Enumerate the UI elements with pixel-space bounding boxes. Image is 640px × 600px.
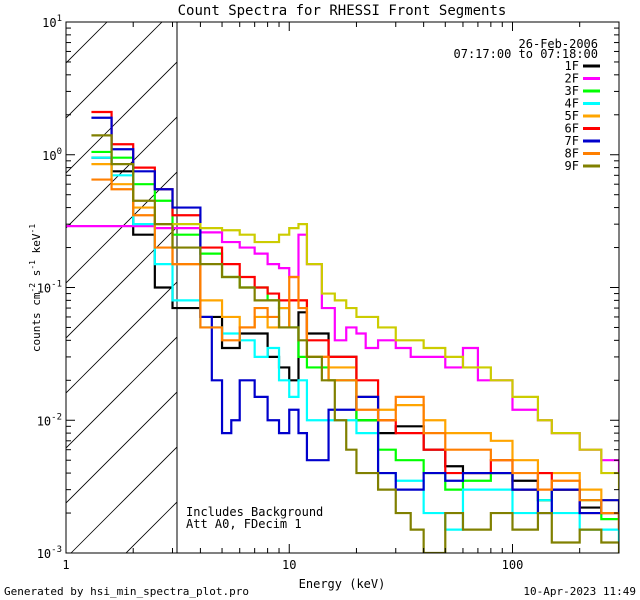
y-axis-label: counts cm-2 s-1 keV-1 (28, 224, 43, 352)
series-lines (66, 110, 619, 553)
hatch-line (291, 0, 640, 553)
legend-label-5F: 5F (565, 109, 579, 123)
hatch-line (125, 501, 177, 553)
hatch-line (346, 0, 640, 553)
series-line-4F (91, 156, 619, 543)
y-tick-label: 10-3 (37, 545, 62, 561)
series-line-8F (91, 178, 619, 530)
legend-label-3F: 3F (565, 84, 579, 98)
x-tick-label: 10 (282, 558, 296, 572)
excluded-region-hatch (0, 0, 640, 553)
series-line-1F (91, 156, 619, 520)
chart-title: Count Spectra for RHESSI Front Segments (178, 3, 507, 19)
y-tick-label: 10-1 (37, 280, 62, 296)
date-label: 26-Feb-2006 (519, 37, 598, 51)
series-line-extra-yellow (172, 223, 619, 490)
series-line-6F (91, 110, 619, 530)
hatch-line (456, 0, 640, 553)
hatch-line (66, 22, 163, 119)
hatch-line (0, 0, 121, 553)
legend-label-1F: 1F (565, 59, 579, 73)
series-line-3F (91, 150, 619, 543)
series-line-9F (91, 134, 619, 553)
y-tick-label: 101 (42, 14, 62, 30)
hatch-line (401, 0, 640, 553)
y-tick-label: 100 (42, 147, 62, 163)
x-tick-label: 100 (502, 558, 524, 572)
hatch-line (66, 171, 177, 284)
footer-generated-by: Generated by hsi_min_spectra_plot.pro (4, 585, 249, 598)
time-range-label: 07:17:00 to 07:18:00 (454, 47, 599, 61)
legend-label-8F: 8F (565, 147, 579, 161)
x-tick-label: 1 (62, 558, 69, 572)
legend-label-7F: 7F (565, 134, 579, 148)
annotation-background: Includes Background (186, 505, 323, 519)
legend-label-4F: 4F (565, 97, 579, 111)
y-tick-label: 10-2 (37, 412, 62, 428)
hatch-line (66, 336, 177, 449)
hatch-line (70, 446, 177, 553)
footer-timestamp: 10-Apr-2023 11:49 (523, 585, 636, 598)
legend-label-2F: 2F (565, 72, 579, 86)
x-axis-label: Energy (keV) (299, 577, 386, 591)
series-line-5F (91, 163, 619, 514)
legend-label-9F: 9F (565, 159, 579, 173)
x-axis-ticks: 1 10 100 (62, 22, 620, 572)
hatch-line (66, 391, 177, 504)
y-axis-ticks: 10-3 10-2 10-1 100 101 (37, 14, 619, 561)
annotation-attenuator: Att A0, FDecim 1 (186, 517, 302, 531)
hatch-line (66, 22, 108, 64)
series-line-2F (66, 225, 619, 474)
legend-label-6F: 6F (565, 122, 579, 136)
hatch-line (66, 226, 177, 339)
